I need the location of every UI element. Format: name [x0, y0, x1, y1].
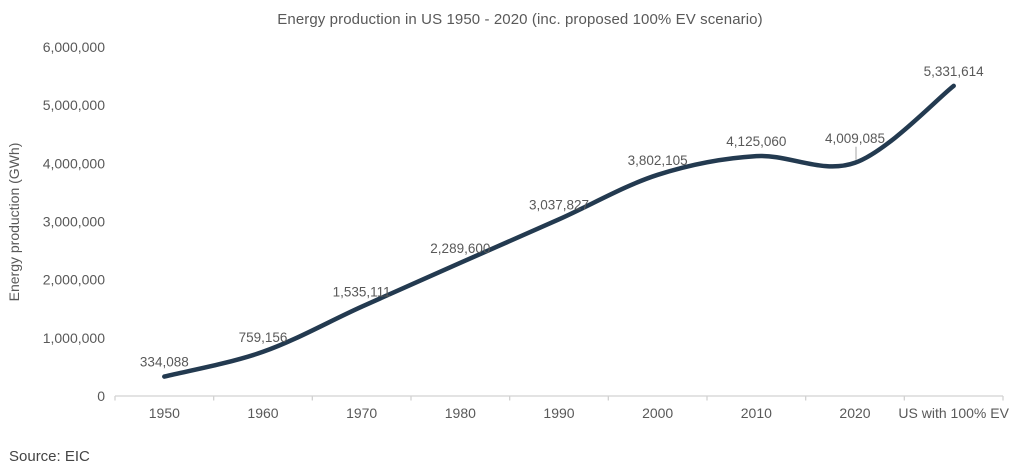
x-axis-tick-label: 2010 [741, 405, 772, 421]
y-axis-tick-label: 4,000,000 [43, 155, 105, 171]
y-axis-tick-label: 5,000,000 [43, 97, 105, 113]
data-label: 334,088 [140, 355, 189, 370]
y-axis-tick-label: 6,000,000 [43, 39, 105, 55]
data-label: 759,156 [239, 330, 288, 345]
source-note: Source: EIC [9, 448, 90, 465]
energy-production-series-line [162, 83, 956, 379]
data-label: 4,009,085 [825, 131, 885, 146]
y-axis-tick-label: 3,000,000 [43, 214, 105, 230]
x-axis-tick-label: 1950 [149, 405, 180, 421]
data-label: 2,289,600 [430, 241, 490, 256]
x-axis-tick-label: 1990 [543, 405, 574, 421]
chart-title: Energy production in US 1950 - 2020 (inc… [277, 11, 763, 28]
data-label: 4,125,060 [726, 134, 786, 149]
data-label: 3,802,105 [628, 153, 688, 168]
data-label: 3,037,827 [529, 197, 589, 212]
x-axis-tick-label: 1960 [247, 405, 278, 421]
y-axis-tick-label: 2,000,000 [43, 272, 105, 288]
data-label: 5,331,614 [924, 64, 985, 79]
x-axis-tick-label: US with 100% EV [898, 405, 1009, 421]
y-axis-tick-label: 0 [97, 388, 105, 404]
x-axis-tick-label: 1980 [445, 405, 476, 421]
x-axis-tick-label: 1970 [346, 405, 377, 421]
y-axis-tick-label: 1,000,000 [43, 330, 105, 346]
data-label: 1,535,111 [333, 285, 391, 300]
x-axis-tick-label: 2020 [839, 405, 870, 421]
x-axis-tick-label: 2000 [642, 405, 673, 421]
